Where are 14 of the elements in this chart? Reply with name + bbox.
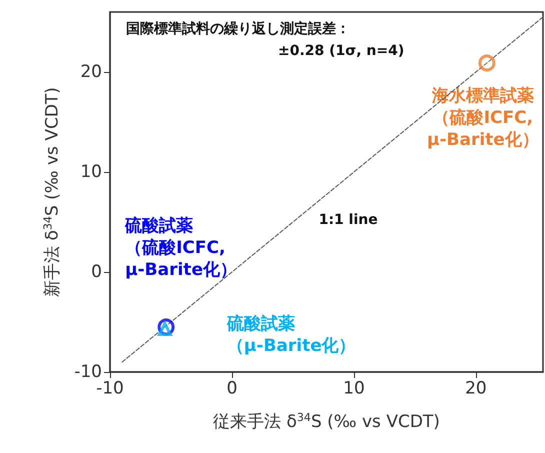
y-tick-label: 10	[80, 162, 102, 182]
y-tick-label: 20	[80, 62, 102, 82]
annotation: ±0.28 (1σ, n=4)	[278, 43, 404, 59]
x-tick-label: 0	[226, 378, 238, 398]
point	[478, 54, 496, 72]
y-axis-title: 新手法 δ34S (‰ vs VCDT)	[42, 87, 62, 297]
annotation: 国際標準試料の繰り返し測定誤差：	[126, 20, 350, 37]
text: 硫酸試薬（μ-Barite化）	[226, 314, 356, 356]
series-label: 1:1 line	[318, 212, 378, 228]
x-tick-label: 10	[343, 378, 365, 398]
text: 硫酸試薬（硫酸ICFC,μ-Barite化）	[124, 216, 237, 280]
y-tick-label: 0	[91, 262, 102, 282]
text: 海水標準試薬（硫酸ICFC,μ-Barite化）	[426, 86, 539, 150]
x-tick-label: 20	[465, 378, 487, 398]
